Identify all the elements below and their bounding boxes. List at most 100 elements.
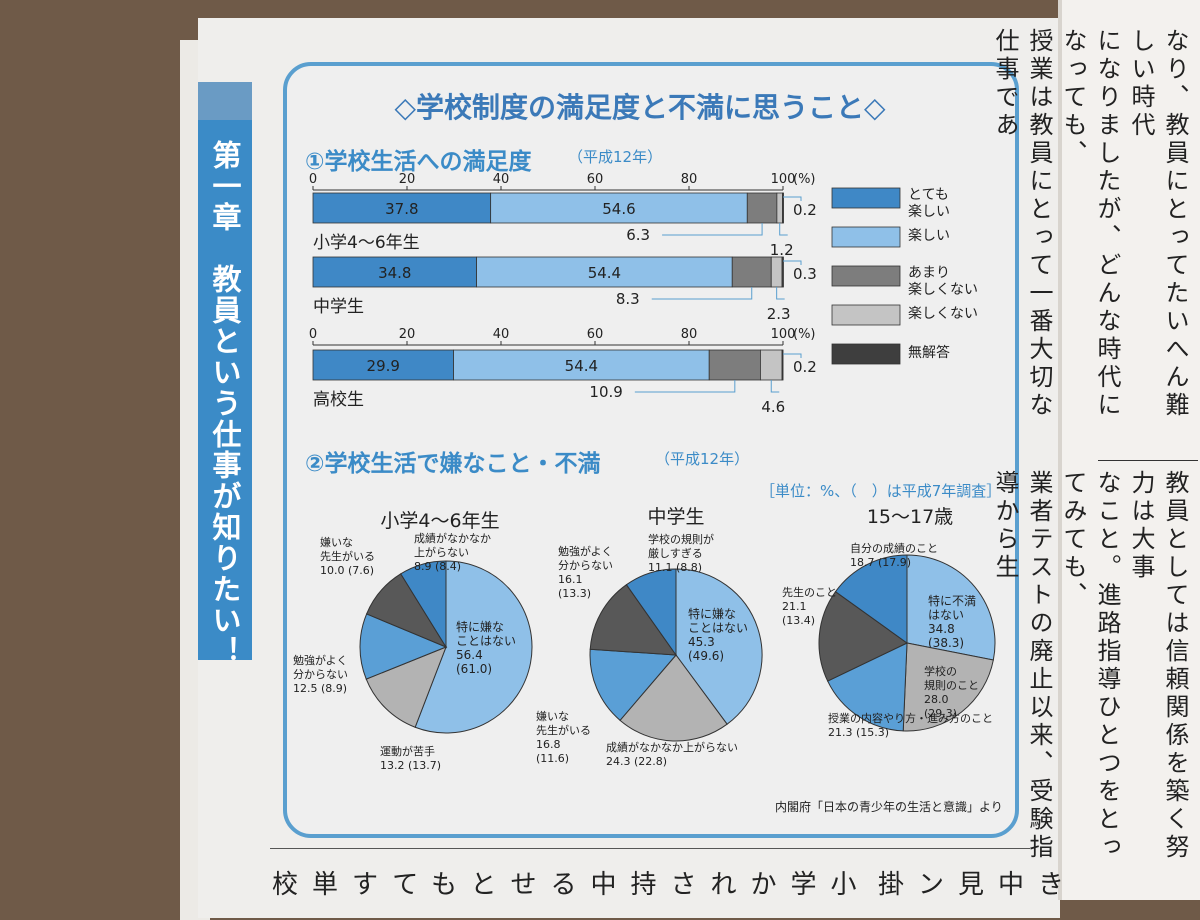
unit-note: ［単位：%、（ ）は平成7年調査］: [760, 482, 1002, 500]
pie-slice: [818, 590, 908, 682]
pie-slice: [589, 648, 678, 722]
bar-segment: [746, 192, 778, 224]
pie-slice: [902, 642, 994, 732]
leader-line: [779, 223, 788, 236]
bar-value-label: 4.6: [761, 398, 785, 416]
leader-line: [651, 287, 753, 300]
x-tick-label: 100: [771, 172, 796, 187]
leader-line: [783, 353, 802, 358]
pie-slice-label: 運動が苦手: [380, 744, 435, 758]
x-tick-label: 0: [309, 327, 317, 342]
bar-segment: [760, 349, 783, 381]
section1-title: ①学校生活への満足度: [305, 149, 532, 175]
legend-label: 楽しくない: [908, 306, 978, 322]
pie-slice: [589, 584, 678, 656]
x-tick-label: 0: [309, 172, 317, 187]
pie-slice-label: 成績がなかなか上がらない: [606, 740, 738, 754]
bar-value-label: 0.2: [793, 358, 817, 376]
pie-slice-label: 18.7 (17.9): [850, 556, 911, 569]
pie-slice-label: (11.6): [536, 752, 569, 765]
pie-slice-label: 自分の成績のこと: [850, 541, 938, 555]
bar-value-label: 54.4: [565, 357, 598, 375]
leader-line: [770, 380, 780, 393]
pie-slice-label: (49.6): [688, 649, 724, 663]
bar-segment: [312, 192, 492, 224]
bar-value-label: 6.3: [626, 226, 650, 244]
text-column: 業者テストの廃止以来、受験指導から生: [991, 470, 1053, 862]
pie-slice-label: 分からない: [293, 668, 348, 681]
text-column: になりましたが、どんな時代になっても、: [1059, 28, 1121, 420]
pie-slice-label: 16.8: [536, 738, 561, 751]
pie-slice-label: 12.5 (8.9): [293, 682, 347, 695]
pie-title: 中学生: [647, 506, 704, 528]
bar-value-label: 54.6: [602, 200, 635, 218]
category-label: 小学4～6年生: [313, 233, 420, 253]
pie-slice-label: 21.1: [782, 600, 807, 613]
axis-unit-label: (%): [793, 172, 816, 187]
pie-slice: [625, 568, 677, 657]
x-tick-label: 60: [587, 172, 604, 187]
bar-value-label: 34.8: [378, 264, 411, 282]
legend-label: あまり: [908, 265, 950, 281]
pie-slice-label: 56.4: [456, 648, 483, 662]
bottom-text-right: 掛ン見中き: [878, 870, 1079, 900]
bar-segment: [476, 256, 733, 288]
bar-segment: [731, 256, 772, 288]
pie-slice-label: (61.0): [456, 662, 492, 676]
pie-slice-label: 13.2 (13.7): [380, 759, 441, 772]
pie-slice-label: 分からない: [558, 559, 613, 572]
bar-value-label: 29.9: [367, 357, 400, 375]
pie-slice-label: (13.3): [558, 587, 591, 600]
text-column: なこと。進路指導ひとつをとってみても、: [1059, 470, 1121, 862]
bottom-text-left: 校単すてもとせる中持されか学小: [272, 870, 871, 900]
bar-segment: [782, 192, 784, 224]
pie-slice-label: 上がらない: [414, 545, 469, 559]
pie-slice-label: 学校の: [924, 664, 957, 678]
pie-slice-label: はない: [928, 608, 964, 622]
pie-slice-label: 学校の規則が: [648, 532, 714, 546]
bar-value-label: 2.3: [767, 305, 791, 323]
legend-swatch: [831, 226, 901, 248]
category-label: 高校生: [313, 390, 364, 410]
leader-line: [662, 223, 763, 236]
pie-slice: [834, 554, 908, 644]
bar-segment: [781, 349, 784, 381]
legend-swatch: [831, 187, 901, 209]
chart-canvas: 0 20 40 60 80 100(%)0 20 40 60 80 100(%)37.8 54.66.…: [293, 172, 996, 772]
bottom-divider: [270, 848, 1030, 849]
pie-slice-label: 先生がいる: [536, 723, 591, 737]
pie-slice-label: 先生のこと: [782, 585, 837, 599]
pie-slice-label: ことはない: [456, 634, 516, 648]
bar-value-label: 1.2: [770, 241, 794, 259]
x-tick-label: 80: [681, 327, 698, 342]
bar-segment: [708, 349, 761, 381]
pie-slice-label: 21.3 (15.3): [828, 726, 889, 739]
legend-label: 無解答: [908, 344, 950, 361]
pie-slice-label: 勉強がよく: [293, 653, 347, 667]
pie-slice-label: 嫌いな: [320, 535, 353, 549]
right-text-lower: 教員としては信頼関係を築く努力は大事 なこと。進路指導ひとつをとってみても、 業…: [988, 470, 1192, 880]
bar-segment: [312, 349, 454, 381]
pie-slice-label: 特に嫌な: [456, 619, 504, 634]
pie-slice: [675, 568, 763, 725]
x-tick-label: 20: [399, 172, 416, 187]
axis-unit-label: (%): [793, 327, 816, 342]
pie-slice-label: (38.3): [928, 636, 964, 650]
text-column: なり、教員にとってたいへん難しい時代: [1127, 28, 1189, 420]
pie-slice-label: (29.3): [924, 707, 957, 720]
x-tick-label: 100: [771, 327, 796, 342]
x-tick-label: 80: [681, 172, 698, 187]
section2-note: （平成12年）: [655, 450, 750, 468]
chapter-title: 第一章 教員という仕事が知りたい！: [208, 140, 242, 667]
bar-segment: [781, 256, 784, 288]
right-divider: [1098, 460, 1198, 461]
x-tick-label: 40: [493, 172, 510, 187]
text-column: 教員としては信頼関係を築く努力は大事: [1127, 470, 1189, 862]
legend-label: とても: [908, 187, 949, 203]
pie-slice-label: 28.0: [924, 693, 949, 706]
pie-slice: [619, 654, 728, 742]
pie-slice-label: 特に嫌な: [688, 606, 736, 621]
bar-value-label: 0.3: [793, 265, 817, 283]
pie-slice: [400, 560, 447, 649]
pie-slice-label: 45.3: [688, 635, 715, 649]
